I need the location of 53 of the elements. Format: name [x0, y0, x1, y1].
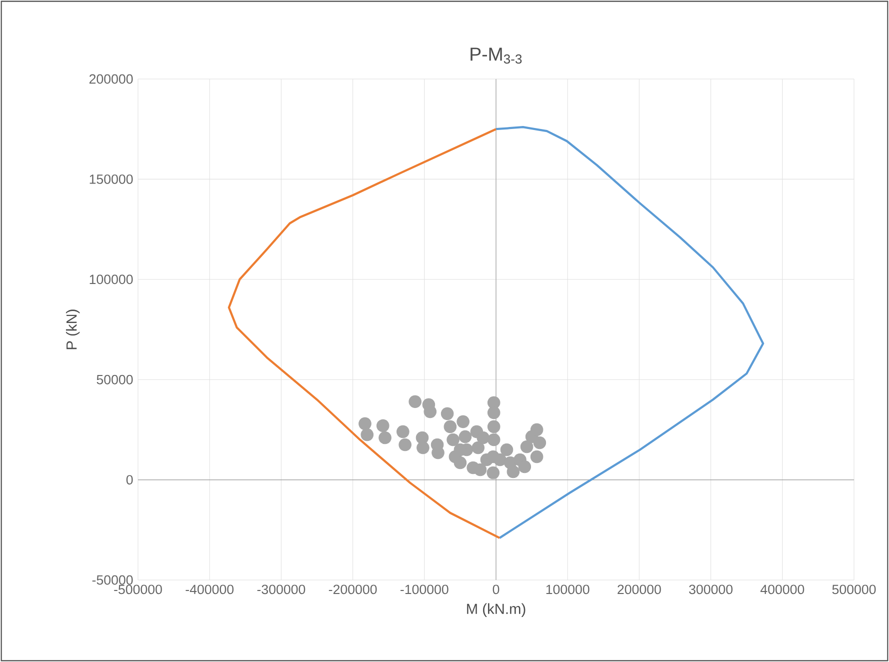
point	[458, 430, 472, 444]
point	[456, 415, 470, 428]
line-series	[494, 126, 764, 539]
point	[530, 450, 544, 464]
x-tick-label: 500000	[832, 584, 876, 594]
y-tick-label: 150000	[90, 174, 133, 184]
x-tick-label: 400000	[760, 584, 804, 594]
point	[533, 436, 546, 450]
point	[376, 419, 390, 432]
point	[416, 441, 430, 454]
x-tick-label: 0	[492, 584, 500, 594]
point	[440, 407, 454, 420]
x-tick-label: -500000	[114, 584, 162, 594]
point	[398, 438, 412, 452]
point	[396, 425, 410, 438]
point	[432, 446, 444, 460]
point	[358, 417, 372, 430]
x-axis-title: M (kN.m)	[467, 603, 526, 617]
point	[472, 441, 485, 454]
x-tick-label: -200000	[328, 584, 377, 594]
point	[408, 395, 422, 408]
point	[520, 440, 534, 454]
line-series	[228, 128, 501, 539]
point	[360, 428, 374, 442]
point	[494, 453, 506, 466]
point	[378, 431, 392, 444]
point	[530, 423, 544, 436]
point	[474, 463, 487, 476]
point	[454, 456, 467, 470]
point	[446, 433, 460, 446]
chart-title: P-M$_{3-3}$	[470, 48, 522, 64]
point	[487, 433, 500, 446]
y-tick-label: 50000	[96, 374, 133, 384]
y-tick-label: 0	[126, 475, 133, 485]
y-tick-label: 200000	[89, 74, 133, 84]
x-tick-label: 300000	[689, 584, 733, 594]
point	[486, 466, 500, 480]
point	[476, 431, 490, 444]
x-tick-label: 100000	[546, 584, 590, 594]
y-axis-title: P (kN)	[66, 310, 80, 350]
point	[487, 420, 500, 434]
point	[444, 420, 457, 434]
point	[487, 406, 500, 420]
point	[518, 460, 532, 474]
point	[424, 405, 437, 418]
x-tick-label: 200000	[618, 584, 661, 594]
point	[506, 465, 520, 478]
x-tick-label: -300000	[257, 584, 306, 594]
y-tick-label: 100000	[90, 274, 133, 284]
point	[500, 443, 514, 456]
y-tick-label: -50000	[92, 575, 133, 585]
x-tick-label: -400000	[186, 584, 234, 594]
x-tick-label: -100000	[400, 584, 448, 594]
